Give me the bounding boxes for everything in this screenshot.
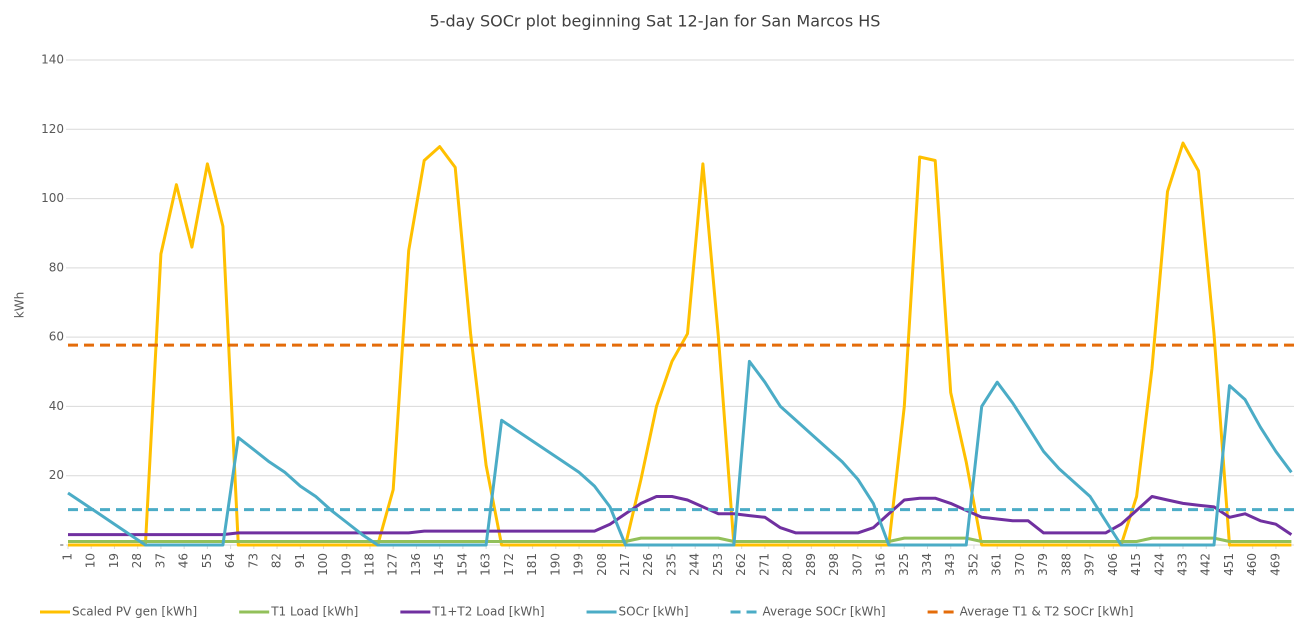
- x-tick-label: 190: [548, 553, 562, 576]
- x-tick-label: 397: [1083, 553, 1097, 576]
- x-tick-label: 208: [595, 553, 609, 576]
- y-tick-label: 120: [41, 122, 64, 136]
- x-tick-label: 469: [1268, 553, 1282, 576]
- legend-label: Scaled PV gen [kWh]: [72, 605, 197, 619]
- series-line: [67, 359, 1293, 547]
- x-tick-label: 244: [688, 553, 702, 576]
- x-tick-label: 100: [316, 553, 330, 576]
- x-tick-label: 91: [293, 553, 307, 568]
- y-tick-label: 100: [41, 191, 64, 205]
- x-tick-label: 109: [339, 553, 353, 576]
- x-tick-label: 136: [409, 553, 423, 576]
- x-tick-label: 127: [386, 553, 400, 576]
- y-tick-label: 60: [49, 330, 64, 344]
- x-tick-label: 235: [664, 553, 678, 576]
- series-line: [68, 536, 1292, 543]
- x-tick-label: 379: [1036, 553, 1050, 576]
- x-tick-label: 424: [1152, 553, 1166, 576]
- x-tick-label: 1: [61, 553, 75, 561]
- x-tick-label: 181: [525, 553, 539, 576]
- x-tick-label: 343: [943, 553, 957, 576]
- legend-label: T1 Load [kWh]: [270, 605, 358, 619]
- x-tick-label: 64: [223, 553, 237, 568]
- x-tick-label: 442: [1199, 553, 1213, 576]
- y-tick-label: 80: [49, 260, 64, 274]
- x-tick-label: 271: [757, 553, 771, 576]
- x-tick-label: 73: [246, 553, 260, 568]
- x-tick-label: 28: [130, 553, 144, 568]
- x-tick-label: 334: [920, 553, 934, 576]
- x-tick-label: 10: [84, 553, 98, 568]
- x-tick-label: 460: [1245, 553, 1259, 576]
- x-tick-label: 172: [502, 553, 516, 576]
- x-tick-label: 298: [827, 553, 841, 576]
- x-tick-label: 55: [200, 553, 214, 568]
- x-tick-label: 199: [572, 553, 586, 576]
- y-tick-label: 140: [41, 53, 64, 67]
- x-tick-label: 289: [804, 553, 818, 576]
- x-tick-label: 307: [850, 553, 864, 576]
- x-tick-label: 163: [479, 553, 493, 576]
- y-tick-label: 40: [49, 399, 64, 413]
- x-tick-label: 325: [897, 553, 911, 576]
- x-tick-label: 280: [781, 553, 795, 576]
- x-tick-label: 154: [455, 553, 469, 576]
- x-tick-label: 451: [1222, 553, 1236, 576]
- x-tick-label: 37: [153, 553, 167, 568]
- x-tick-label: 82: [270, 553, 284, 568]
- legend-label: Average SOCr [kWh]: [763, 605, 886, 619]
- x-tick-label: 316: [874, 553, 888, 576]
- x-tick-label: 262: [734, 553, 748, 576]
- x-tick-label: 118: [362, 553, 376, 576]
- x-tick-label: 145: [432, 553, 446, 576]
- legend-label: Average T1 & T2 SOCr [kWh]: [960, 605, 1134, 619]
- x-tick-label: 253: [711, 553, 725, 576]
- y-tick-label: -: [60, 538, 64, 552]
- y-tick-label: 20: [49, 468, 64, 482]
- x-tick-label: 388: [1059, 553, 1073, 576]
- legend-label: T1+T2 Load [kWh]: [431, 605, 544, 619]
- x-tick-label: 370: [1013, 553, 1027, 576]
- x-tick-label: 226: [641, 553, 655, 576]
- series-line: [68, 141, 1292, 547]
- series-line: [68, 495, 1293, 537]
- legend-label: SOCr [kWh]: [619, 605, 689, 619]
- x-tick-label: 406: [1106, 553, 1120, 576]
- y-axis-label: kWh: [13, 292, 27, 318]
- x-tick-label: 217: [618, 553, 632, 576]
- x-tick-label: 46: [177, 553, 191, 568]
- x-tick-label: 361: [990, 553, 1004, 576]
- x-tick-label: 19: [107, 553, 121, 568]
- x-tick-label: 352: [966, 553, 980, 576]
- chart-title: 5-day SOCr plot beginning Sat 12-Jan for…: [430, 12, 881, 31]
- x-tick-label: 415: [1129, 553, 1143, 576]
- x-tick-label: 433: [1176, 553, 1190, 576]
